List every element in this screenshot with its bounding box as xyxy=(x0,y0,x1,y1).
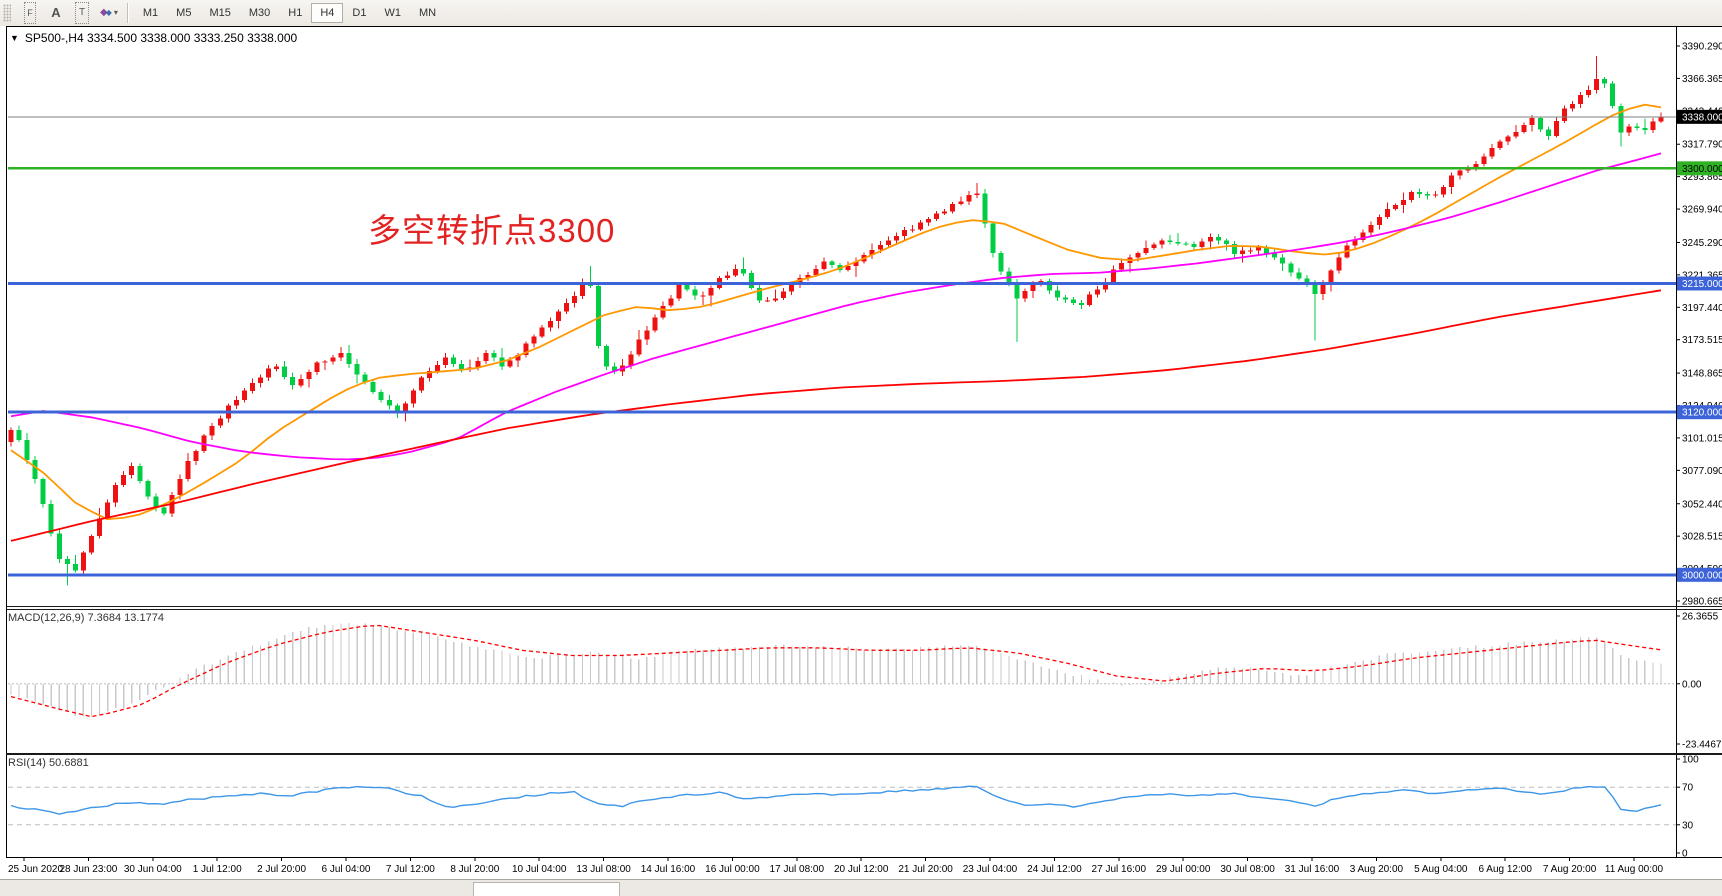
rsi-tick-label: 70 xyxy=(1682,783,1694,794)
price-tick-label: 3028.515 xyxy=(1682,532,1722,543)
price-tick-label: 3077.090 xyxy=(1682,466,1722,477)
fibonacci-grid-icon: F xyxy=(24,2,36,24)
text-label-tool-button[interactable]: A xyxy=(44,3,68,23)
toolbar-grip-handle[interactable] xyxy=(3,4,11,22)
fibonacci-grid-tool-button[interactable]: F xyxy=(18,2,42,24)
shapes-icon-secondary: ◆ xyxy=(105,8,112,17)
current-price-tag xyxy=(1677,109,1722,124)
ma-mid-magenta xyxy=(10,152,1662,461)
timeframe-button-mn[interactable]: MN xyxy=(410,3,445,23)
chart-annotation-text[interactable]: 多空转折点3300 xyxy=(368,212,616,249)
text-box-tool-button[interactable]: T xyxy=(70,2,94,24)
shapes-tool-button[interactable]: ◆ ◆ ▾ xyxy=(96,3,122,23)
macd-indicator-label: MACD(12,26,9) 7.3684 13.1774 xyxy=(8,612,164,624)
text-box-icon: T xyxy=(74,2,90,24)
level-price-tag-text: 3120.000 xyxy=(1682,408,1722,419)
level-price-tag xyxy=(1677,405,1722,420)
price-tick-label: 3052.440 xyxy=(1682,499,1722,510)
level-price-tag-text: 3215.000 xyxy=(1682,279,1722,290)
ma-slow-red xyxy=(10,289,1662,542)
chevron-down-icon: ▾ xyxy=(113,8,118,17)
timeframe-button-m30[interactable]: M30 xyxy=(240,3,279,23)
price-tick-label: 3148.865 xyxy=(1682,369,1722,380)
time-tick-label: 6 Jul 04:00 xyxy=(322,864,371,875)
timeframe-toolbar: M1 M5 M15 M30 H1 H4 D1 W1 MN xyxy=(134,0,445,26)
time-tick-label: 20 Jul 12:00 xyxy=(834,864,889,875)
time-tick-label: 11 Aug 00:00 xyxy=(1605,864,1664,875)
time-tick-label: 31 Jul 16:00 xyxy=(1285,864,1340,875)
rsi-indicator-label: RSI(14) 50.6881 xyxy=(8,757,89,769)
price-tick-label: 3269.940 xyxy=(1682,205,1722,216)
price-tick-label: 3317.790 xyxy=(1682,140,1722,151)
price-tick-label: 3221.365 xyxy=(1682,270,1722,281)
timeframe-button-h4[interactable]: H4 xyxy=(311,3,344,23)
level-price-tag-text: 3300.000 xyxy=(1682,164,1722,175)
text-label-icon: A xyxy=(51,5,61,20)
macd-histogram xyxy=(10,623,1662,717)
time-tick-label: 3 Aug 20:00 xyxy=(1350,864,1404,875)
time-tick-label: 30 Jul 08:00 xyxy=(1220,864,1275,875)
rsi-tick-label: 0 xyxy=(1682,849,1688,860)
time-tick-label: 7 Jul 12:00 xyxy=(386,864,435,875)
timeframe-button-w1[interactable]: W1 xyxy=(375,3,410,23)
timeframe-button-h1[interactable]: H1 xyxy=(279,3,311,23)
rsi-line xyxy=(10,785,1662,815)
time-tick-label: 10 Jul 04:00 xyxy=(512,864,567,875)
level-price-tag-text: 3000.000 xyxy=(1682,570,1722,581)
level-price-tag xyxy=(1677,161,1722,176)
macd-tick-label: 0.00 xyxy=(1682,679,1702,690)
time-tick-label: 23 Jul 04:00 xyxy=(963,864,1018,875)
collapse-caret-icon: ▼ xyxy=(10,33,19,43)
chart-background xyxy=(6,26,1722,857)
ma-fast-orange xyxy=(10,103,1662,521)
time-tick-label: 14 Jul 16:00 xyxy=(641,864,696,875)
price-tick-label: 3101.015 xyxy=(1682,433,1722,444)
shapes-icon: ◆ xyxy=(100,7,108,18)
current-price-tag-text: 3338.000 xyxy=(1682,112,1722,123)
status-bar-field xyxy=(473,882,620,896)
time-tick-label: 24 Jul 12:00 xyxy=(1027,864,1082,875)
macd-tick-label: -23.4467 xyxy=(1682,740,1722,751)
toolbar-separator xyxy=(126,3,128,23)
status-bar xyxy=(0,879,1722,896)
time-tick-label: 16 Jul 00:00 xyxy=(705,864,760,875)
price-tick-label: 3173.515 xyxy=(1682,335,1722,346)
time-tick-label: 25 Jun 2020 xyxy=(8,864,63,875)
price-tick-label: 3366.365 xyxy=(1682,74,1722,85)
time-tick-label: 29 Jul 00:00 xyxy=(1156,864,1211,875)
time-tick-label: 27 Jul 16:00 xyxy=(1092,864,1147,875)
time-tick-label: 21 Jul 20:00 xyxy=(898,864,953,875)
price-tick-label: 3245.290 xyxy=(1682,238,1722,249)
chart-canvas[interactable]: 3390.2903366.3653342.4403317.7903293.865… xyxy=(0,26,1722,879)
time-tick-label: 17 Jul 08:00 xyxy=(770,864,825,875)
time-tick-label: 7 Aug 20:00 xyxy=(1543,864,1597,875)
time-tick-label: 8 Jul 20:00 xyxy=(450,864,499,875)
level-price-tag xyxy=(1677,276,1722,291)
rsi-tick-label: 30 xyxy=(1682,820,1694,831)
timeframe-button-m1[interactable]: M1 xyxy=(134,3,167,23)
rsi-tick-label: 100 xyxy=(1682,755,1699,766)
time-tick-label: 5 Aug 04:00 xyxy=(1414,864,1468,875)
price-tick-label: 3390.290 xyxy=(1682,42,1722,53)
timeframe-button-d1[interactable]: D1 xyxy=(343,3,375,23)
level-price-tag xyxy=(1677,567,1722,582)
macd-signal-line xyxy=(10,624,1662,718)
price-tick-label: 3293.865 xyxy=(1682,172,1722,183)
time-tick-label: 13 Jul 08:00 xyxy=(576,864,631,875)
chart-window[interactable]: 3390.2903366.3653342.4403317.7903293.865… xyxy=(0,26,1722,879)
time-tick-label: 1 Jul 12:00 xyxy=(193,864,242,875)
time-tick-label: 6 Aug 12:00 xyxy=(1479,864,1533,875)
time-tick-label: 28 Jun 23:00 xyxy=(59,864,117,875)
toolbar: F A T ◆ ◆ ▾ M1 M5 M15 M30 H1 H4 D1 W1 MN xyxy=(0,0,1722,27)
time-tick-label: 30 Jun 04:00 xyxy=(124,864,182,875)
symbol-ohlc-text: SP500-,H4 3334.500 3338.000 3333.250 333… xyxy=(24,31,298,45)
symbol-title[interactable]: ▼ SP500-,H4 3334.500 3338.000 3333.250 3… xyxy=(10,31,297,45)
timeframe-button-m15[interactable]: M15 xyxy=(200,3,239,23)
timeframe-button-m5[interactable]: M5 xyxy=(167,3,200,23)
price-tick-label: 2980.665 xyxy=(1682,597,1722,608)
macd-tick-label: 26.3655 xyxy=(1682,612,1719,623)
price-tick-label: 3197.440 xyxy=(1682,303,1722,314)
time-tick-label: 2 Jul 20:00 xyxy=(257,864,306,875)
